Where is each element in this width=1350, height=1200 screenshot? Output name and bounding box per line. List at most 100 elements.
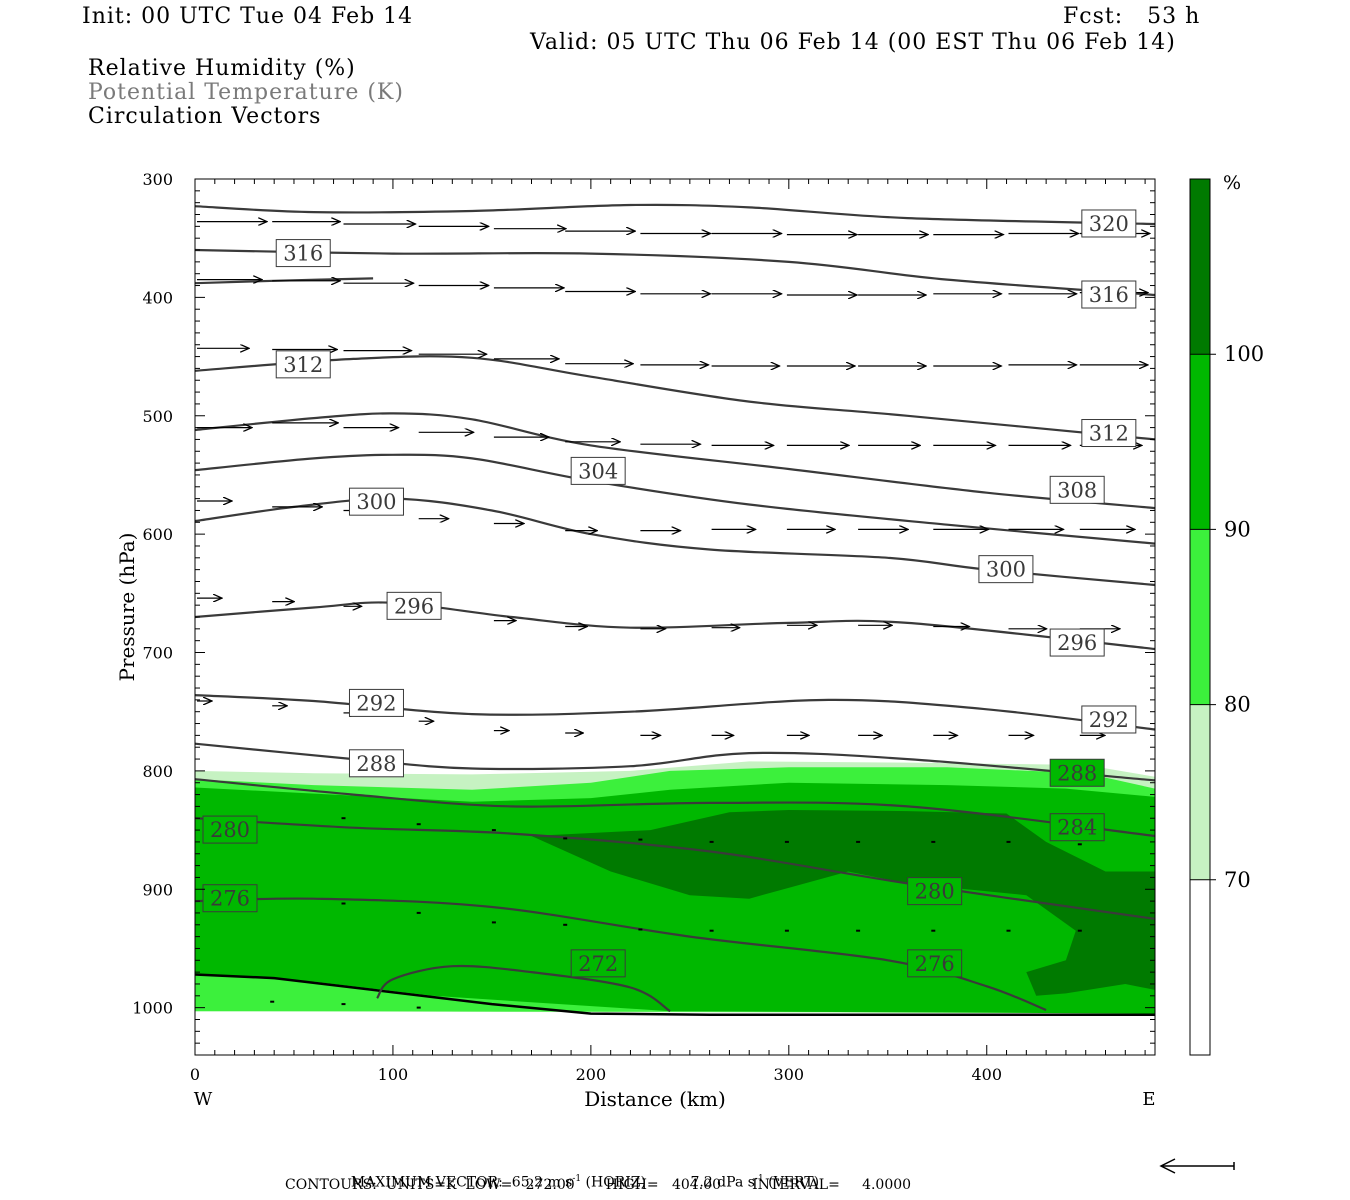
theta-label-text: 312 — [1089, 422, 1129, 446]
theta-label-text: 304 — [578, 459, 618, 483]
colorbar-swatch — [1190, 879, 1210, 1055]
y-tick-label: 500 — [142, 407, 173, 426]
colorbar-level-label: 90 — [1224, 517, 1251, 541]
theta-contour-300 — [195, 497, 1155, 587]
theta-label-text: 312 — [283, 353, 323, 377]
theta-label-304: 304 — [570, 456, 626, 485]
theta-contour-284 — [195, 778, 1155, 838]
theta-contour-292 — [195, 694, 1155, 731]
field-title-rh: Relative Humidity (%) — [88, 56, 356, 81]
theta-contour-296 — [195, 601, 1155, 651]
x-tick-label: 200 — [576, 1065, 607, 1084]
y-tick-label: 700 — [142, 644, 173, 663]
colorbar-swatch — [1190, 529, 1210, 705]
theta-label-272: 272 — [570, 949, 626, 978]
surface-layer — [195, 973, 1155, 1017]
theta-label-text: 272 — [578, 952, 618, 976]
y-tick-label: 400 — [142, 288, 173, 307]
theta-contour-layer — [195, 203, 1155, 1013]
colorbar-swatch — [1190, 354, 1210, 530]
reference-vector-arrow-icon — [1159, 1158, 1235, 1174]
field-title-vectors: Circulation Vectors — [88, 104, 322, 129]
theta-label-text: 276 — [210, 887, 250, 911]
theta-label-288: 288 — [348, 749, 404, 778]
theta-label-text: 300 — [356, 490, 396, 514]
x-axis-title: Distance (km) — [584, 1087, 726, 1111]
colorbar-frame — [1189, 178, 1211, 1056]
ground-surface-line — [195, 973, 1155, 1017]
theta-label-text: 280 — [915, 880, 955, 904]
axis-labels: 300 400 500 600 700 800 900 1000 0 100 200 300 400 W E… — [115, 170, 1156, 1111]
theta-label-280: 280 — [202, 815, 258, 844]
theta-label-276: 276 — [202, 884, 258, 913]
theta-label-284: 284 — [1049, 813, 1105, 842]
init-time: Init: 00 UTC Tue 04 Feb 14 — [82, 4, 414, 29]
valid-time: Valid: 05 UTC Thu 06 Feb 14 (00 EST Thu … — [530, 30, 1176, 55]
theta-label-276: 276 — [907, 949, 963, 978]
colorbar-unit: % — [1223, 172, 1241, 194]
theta-label-text: 300 — [986, 558, 1026, 582]
y-tick-label: 300 — [142, 170, 173, 189]
x-end-label-west: W — [194, 1089, 213, 1110]
theta-label-text: 308 — [1057, 478, 1097, 502]
theta-label-text: 288 — [1057, 761, 1097, 785]
theta-label-316: 316 — [275, 239, 331, 268]
rh-fill-layer — [195, 761, 1155, 1014]
theta-label-text: 288 — [356, 752, 396, 776]
x-end-label-east: E — [1142, 1089, 1155, 1110]
theta-label-292: 292 — [1081, 705, 1137, 734]
theta-contour-308 — [195, 412, 1155, 510]
theta-label-292: 292 — [348, 688, 404, 717]
max-vector-vert: (HORIZ) 7.2 dPa s — [581, 1174, 755, 1191]
max-vector-horiz: MAXIMUM VECTOR: 65.2 m s — [350, 1174, 573, 1191]
theta-label-280: 280 — [907, 877, 963, 906]
theta-label-text: 292 — [1089, 708, 1129, 732]
theta-label-296: 296 — [1049, 628, 1105, 657]
y-axis-title: Pressure (hPa) — [115, 533, 139, 682]
x-tick-label: 400 — [971, 1065, 1002, 1084]
theta-label-text: 320 — [1089, 212, 1129, 236]
theta-label-312: 312 — [1081, 419, 1137, 448]
theta-label-text: 316 — [283, 242, 323, 266]
theta-label-308: 308 — [1049, 475, 1105, 504]
theta-contour-276 — [195, 897, 1047, 1012]
theta-label-text: 316 — [1089, 283, 1129, 307]
forecast-hour: Fcst: 53 h — [1063, 4, 1201, 29]
theta-label-text: 284 — [1057, 816, 1097, 840]
theta-label-text: 276 — [915, 952, 955, 976]
theta-label-layer: 320 316 316 312 312 304 308 300 300 296 296 292 292 2… — [202, 209, 1137, 978]
theta-label-text: 296 — [394, 594, 434, 618]
theta-label-text: 280 — [210, 818, 250, 842]
theta-label-316: 316 — [1081, 280, 1137, 309]
colorbar-level-label: 100 — [1224, 342, 1264, 366]
y-tick-label: 600 — [142, 525, 173, 544]
field-title-theta: Potential Temperature (K) — [88, 80, 404, 105]
theta-contour-320 — [195, 203, 1155, 226]
colorbar-level-label: 70 — [1224, 868, 1251, 892]
x-tick-label: 100 — [378, 1065, 409, 1084]
colorbar-level-label: 80 — [1224, 693, 1251, 717]
theta-label-288: 288 — [1049, 758, 1105, 787]
theta-contour-316 — [195, 248, 1155, 297]
y-tick-label: 1000 — [132, 999, 173, 1018]
theta-label-text: 292 — [356, 691, 396, 715]
x-tick-label: 300 — [774, 1065, 805, 1084]
theta-label-300: 300 — [978, 555, 1034, 584]
theta-label-312: 312 — [275, 350, 331, 379]
contour-info: CONTOURS: UNITS=K LOW= 272.00 HIGH= 404.… — [285, 1177, 912, 1193]
axis-ticks — [194, 178, 1155, 1056]
y-tick-label: 900 — [142, 880, 173, 899]
theta-label-320: 320 — [1081, 209, 1137, 238]
max-vector-note: MAXIMUM VECTOR: 65.2 m s-1 (HORIZ) 7.2 d… — [350, 1174, 820, 1191]
theta-label-300: 300 — [348, 487, 404, 516]
theta-contour-312 — [195, 355, 1155, 441]
colorbar-swatch — [1190, 179, 1210, 355]
theta-label-296: 296 — [386, 591, 442, 620]
colorbar: 70 80 90 100% — [1189, 172, 1264, 1056]
x-tick-label: 0 — [190, 1065, 200, 1084]
y-tick-label: 800 — [142, 762, 173, 781]
theta-contour-272 — [376, 964, 671, 1013]
theta-label-text: 296 — [1057, 631, 1097, 655]
rh-region-100plus — [531, 810, 1155, 996]
